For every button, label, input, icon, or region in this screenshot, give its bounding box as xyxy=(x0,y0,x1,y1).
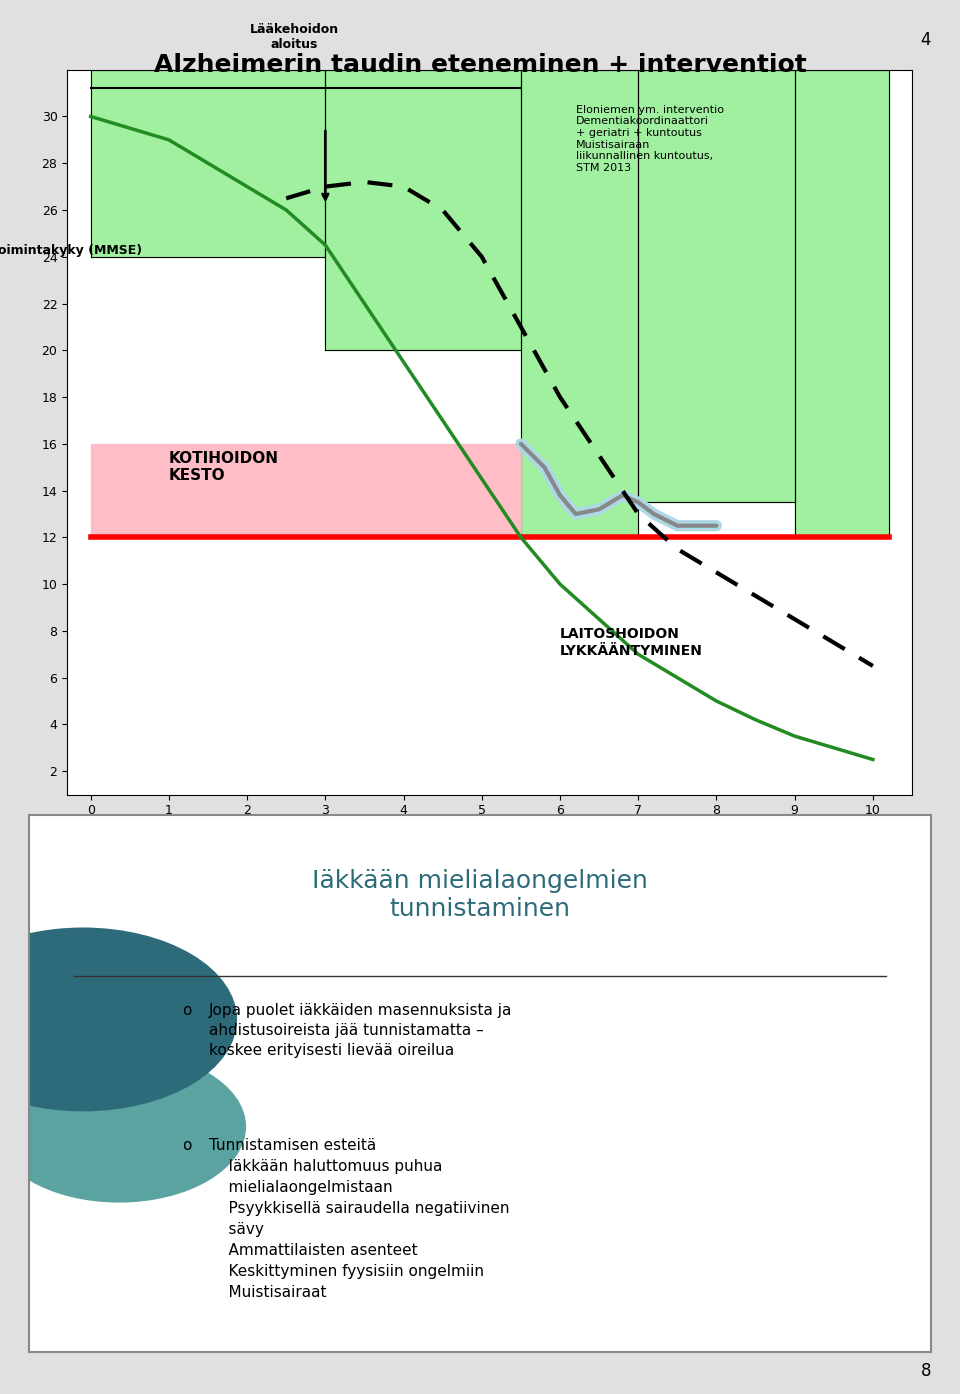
Text: 8: 8 xyxy=(921,1362,931,1380)
Text: Jopa puolet iäkkäiden masennuksista ja
ahdistusoireista jää tunnistamatta –
kosk: Jopa puolet iäkkäiden masennuksista ja a… xyxy=(209,1004,513,1058)
Circle shape xyxy=(0,928,236,1111)
Bar xyxy=(90,443,521,537)
Bar xyxy=(638,70,795,502)
Text: Alzheimerin taudin eteneminen + interventiot: Alzheimerin taudin eteneminen + interven… xyxy=(154,53,806,77)
Bar xyxy=(795,70,889,537)
Bar xyxy=(90,70,325,256)
Text: 4: 4 xyxy=(921,31,931,49)
Text: Lääkehoidon
aloitus: Lääkehoidon aloitus xyxy=(250,22,339,52)
Text: Tunnistamisen esteitä
    Iäkkään haluttomuus puhua
    mielialaongelmistaan
   : Tunnistamisen esteitä Iäkkään haluttomuu… xyxy=(209,1138,510,1299)
Text: Eloniemen ym. interventio
Dementiakoordinaattori
+ geriatri + kuntoutus
Muistisa: Eloniemen ym. interventio Dementiakoordi… xyxy=(576,105,724,173)
X-axis label: Aika (v): Aika (v) xyxy=(456,822,523,838)
Circle shape xyxy=(0,1051,246,1202)
Text: Iäkkään mielialaongelmien
tunnistaminen: Iäkkään mielialaongelmien tunnistaminen xyxy=(312,870,648,921)
Text: o: o xyxy=(182,1004,192,1019)
Text: Toimintakyky (MMSE): Toimintakyky (MMSE) xyxy=(0,244,142,258)
Bar xyxy=(325,70,521,350)
Text: o: o xyxy=(182,1138,192,1153)
Bar xyxy=(521,70,638,537)
Text: KOTIHOIDON
KESTO: KOTIHOIDON KESTO xyxy=(169,452,279,484)
Text: LAITOSHOIDON
LYKKÄÄNTYMINEN: LAITOSHOIDON LYKKÄÄNTYMINEN xyxy=(560,627,703,658)
